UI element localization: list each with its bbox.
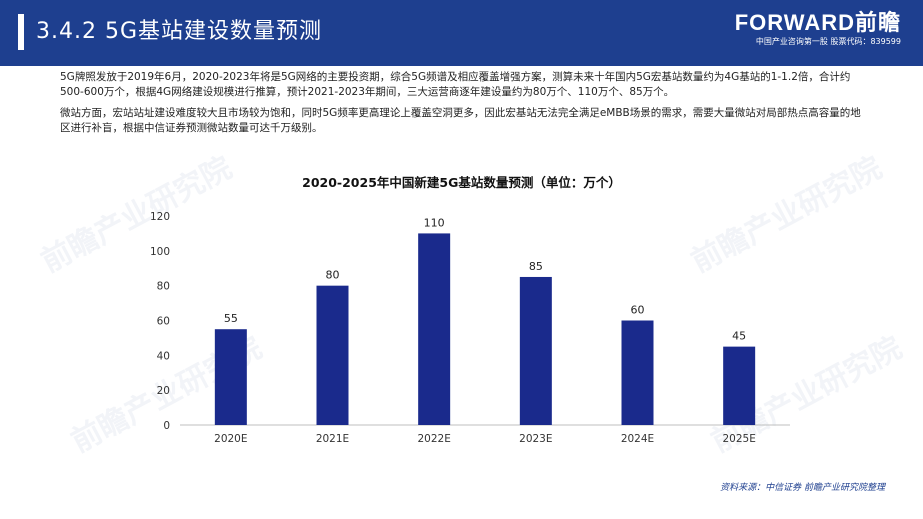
source-note: 资料来源：中信证券 前瞻产业研究院整理: [720, 483, 885, 493]
y-tick-label: 80: [157, 281, 170, 293]
data-label-2024E: 60: [631, 304, 645, 317]
chart-title: 2020-2025年中国新建5G基站数量预测（单位：万个）: [302, 175, 621, 190]
x-tick-label-2022E: 2022E: [417, 433, 450, 445]
data-label-2020E: 55: [224, 312, 238, 325]
y-tick-label: 120: [150, 211, 170, 223]
y-tick-label: 100: [150, 246, 170, 258]
bar-2023E: [519, 276, 552, 425]
y-tick-label: 20: [157, 385, 170, 397]
brand-logo: FORWARD前瞻 中国产业咨询第一股 股票代码：839599: [735, 10, 901, 48]
x-tick-label-2024E: 2024E: [621, 433, 654, 445]
x-tick-label-2021E: 2021E: [316, 433, 349, 445]
data-label-2023E: 85: [529, 260, 543, 273]
body-text: 5G牌照发放于2019年6月，2020-2023年将是5G网络的主要投资期，综合…: [60, 70, 870, 142]
header-bar: 3.4.2 5G基站建设数量预测 FORWARD前瞻 中国产业咨询第一股 股票代…: [0, 0, 923, 66]
bar-2020E: [214, 329, 247, 425]
paragraph-5g-license: 5G牌照发放于2019年6月，2020-2023年将是5G网络的主要投资期，综合…: [60, 71, 851, 98]
brand-name: FORWARD前瞻: [734, 10, 901, 35]
data-label-2022E: 110: [424, 216, 445, 229]
data-label-2025E: 45: [732, 330, 746, 343]
title-accent-bar: [18, 14, 24, 50]
bar-2022E: [418, 233, 451, 425]
paragraph-micro-station: 微站方面，宏站站址建设难度较大且市场较为饱和，同时5G频率更高理论上覆盖空洞更多…: [60, 107, 861, 134]
data-label-2021E: 80: [326, 269, 340, 282]
x-tick-label-2023E: 2023E: [519, 433, 552, 445]
y-tick-label: 40: [157, 350, 170, 362]
bar-2021E: [316, 285, 349, 425]
page-title: 3.4.2 5G基站建设数量预测: [36, 19, 323, 44]
x-tick-label-2025E: 2025E: [722, 433, 755, 445]
bar-2024E: [621, 320, 654, 425]
bar-2025E: [723, 346, 756, 425]
x-tick-label-2020E: 2020E: [214, 433, 247, 445]
brand-tagline: 中国产业咨询第一股 股票代码：839599: [755, 37, 901, 46]
y-tick-label: 60: [157, 316, 170, 328]
y-tick-label: 0: [163, 420, 170, 432]
